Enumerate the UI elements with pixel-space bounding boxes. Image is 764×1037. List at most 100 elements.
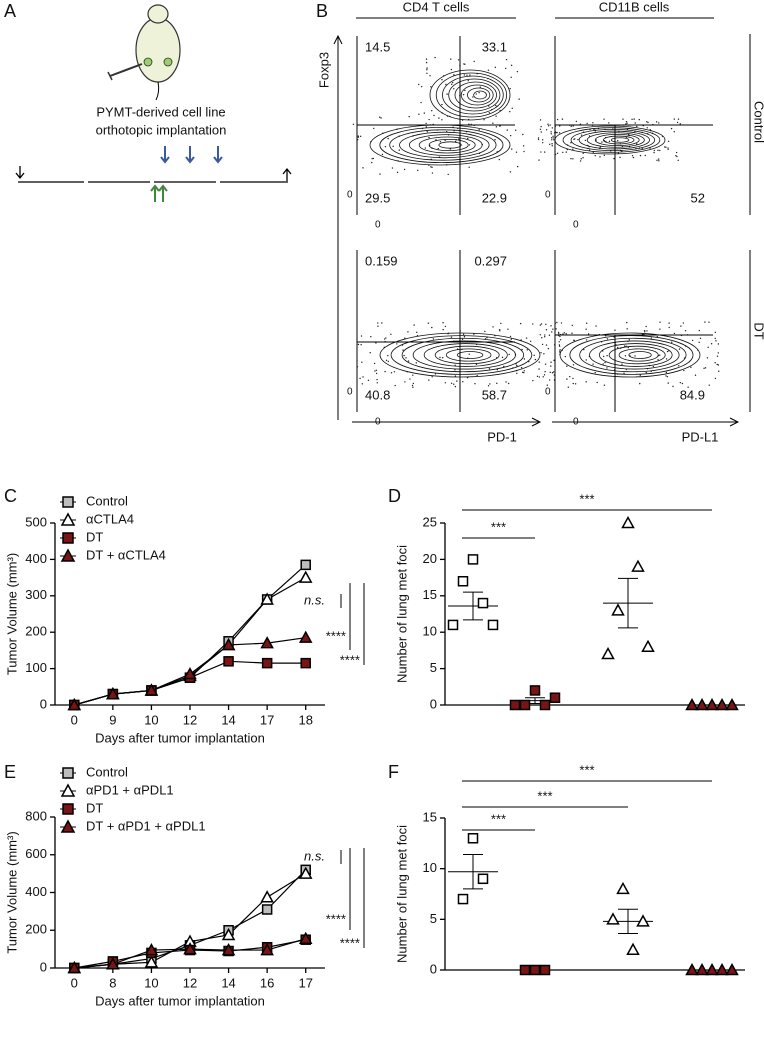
event-dot [441, 103, 443, 106]
event-dot [673, 131, 675, 133]
comparison-label: *** [537, 788, 552, 803]
event-dot [717, 364, 720, 366]
event-dot [585, 359, 587, 361]
contour [562, 127, 661, 153]
event-dot [472, 96, 474, 98]
event-dot [540, 151, 542, 153]
event-dot [594, 371, 596, 374]
marker [447, 619, 459, 631]
event-dot [534, 358, 537, 361]
legend-marker [60, 819, 76, 833]
event-dot [559, 350, 561, 352]
flow-plot: 14.5 33.1 29.5 22.9 0 0 [347, 36, 525, 231]
event-dot [412, 386, 414, 388]
event-dot [516, 70, 519, 73]
event-dot [665, 375, 667, 377]
y-tick-label: 200 [25, 922, 47, 937]
event-dot [425, 126, 427, 128]
event-dot [542, 141, 544, 144]
event-dot [585, 322, 588, 324]
event-dot [658, 122, 660, 124]
y-tick-label: 0 [40, 696, 47, 711]
event-dot [430, 166, 432, 168]
event-dot [495, 115, 497, 117]
event-dot [658, 160, 660, 162]
event-dot [608, 122, 610, 124]
event-dot [665, 146, 667, 148]
x-tick-label: 14 [221, 712, 235, 727]
event-dot [360, 335, 363, 337]
event-dot [423, 112, 426, 114]
event-dot [393, 371, 396, 373]
event-dot [652, 365, 655, 368]
event-dot [707, 346, 709, 349]
event-dot [665, 371, 668, 374]
x-tick-label: 14 [221, 975, 235, 990]
event-dot [717, 352, 719, 354]
event-dot [599, 146, 602, 148]
event-dot [508, 353, 510, 356]
event-dot [614, 329, 616, 331]
marker [626, 942, 640, 955]
marker [260, 943, 274, 956]
marker [539, 964, 551, 976]
event-dot [565, 333, 567, 335]
marker [539, 699, 551, 711]
event-dot [550, 131, 552, 133]
event-dot [603, 118, 605, 120]
marker [457, 893, 469, 905]
event-dot [494, 66, 496, 69]
legend-marker [60, 783, 76, 797]
event-dot [639, 154, 642, 157]
event-dot [492, 122, 494, 124]
event-dot [552, 137, 554, 139]
event-dot [418, 83, 420, 86]
event-dot [352, 123, 355, 125]
event-dot [710, 343, 713, 345]
event-dot [431, 326, 433, 329]
event-dot [375, 372, 378, 375]
event-dot [691, 339, 694, 342]
event-dot [522, 133, 524, 136]
event-dot [551, 145, 553, 147]
event-dot [579, 160, 582, 162]
event-dot [653, 149, 656, 152]
event-dot [412, 382, 415, 385]
event-dot [392, 145, 394, 148]
event-dot [467, 137, 469, 140]
event-dot [403, 354, 405, 357]
panel-label: F [388, 762, 399, 782]
event-dot [420, 85, 423, 88]
contour [379, 127, 504, 164]
event-dot [565, 151, 567, 153]
event-dot [572, 148, 574, 151]
event-dot [706, 357, 709, 359]
marker [519, 699, 531, 711]
event-dot [357, 136, 360, 138]
event-dot [555, 328, 557, 330]
event-dot [559, 335, 561, 338]
event-dot [377, 325, 379, 327]
contour [618, 348, 659, 362]
event-dot [708, 384, 710, 386]
event-dot [553, 132, 556, 134]
event-dot [539, 128, 542, 131]
event-dot [704, 367, 707, 369]
event-dot [450, 336, 453, 338]
event-dot [466, 74, 468, 76]
marker [144, 943, 159, 956]
event-dot [447, 173, 449, 176]
event-dot [571, 324, 573, 327]
event-dot [666, 376, 669, 378]
event-dot [426, 69, 428, 71]
marker [457, 575, 469, 587]
contour [467, 87, 491, 103]
event-dot [572, 364, 575, 366]
event-dot [509, 171, 512, 173]
event-dot [575, 120, 578, 123]
event-dot [583, 348, 585, 351]
event-dot [457, 59, 460, 61]
event-dot [566, 378, 568, 380]
event-dot [636, 125, 638, 128]
event-dot [613, 157, 615, 160]
